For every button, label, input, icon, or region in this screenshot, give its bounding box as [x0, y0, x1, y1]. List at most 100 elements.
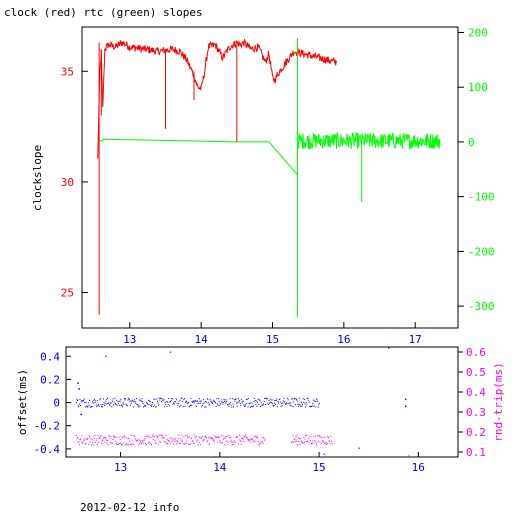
- bottom-chart-frame: [65, 346, 459, 458]
- bottom-series-point: [293, 401, 295, 403]
- bottom-series-point: [90, 444, 92, 446]
- bottom-series-point: [316, 444, 318, 446]
- bottom-series-point: [157, 402, 159, 404]
- bottom-series-point: [113, 436, 115, 438]
- top-xtick-label: 13: [123, 333, 136, 346]
- bottom-series-point: [237, 436, 239, 438]
- bottom-series-point: [287, 397, 289, 399]
- bottom-series-point: [302, 403, 304, 405]
- bottom-series-point: [132, 442, 134, 444]
- bottom-series-point: [149, 436, 151, 438]
- bottom-series-point: [187, 402, 189, 404]
- bottom-series-point: [269, 402, 271, 404]
- bottom-series-point: [230, 402, 232, 403]
- bottom-series-point: [221, 401, 223, 403]
- top-chart-plot: 13 14 15 16 17 25 30 35 -300 -200 -100 0 100 200: [61, 26, 495, 346]
- bottom-series-point: [166, 406, 168, 407]
- bottom-series-point: [215, 436, 217, 438]
- bottom-y2tick-label: 0.3: [466, 406, 486, 419]
- bottom-series-point: [194, 442, 196, 444]
- bottom-series-point: [117, 403, 119, 405]
- bottom-series-point: [159, 441, 161, 443]
- bottom-series-point: [308, 442, 310, 444]
- bottom-series-point: [155, 442, 157, 444]
- bottom-series-point: [202, 403, 204, 405]
- top-y2tick-label: 0: [468, 136, 475, 149]
- bottom-series-point: [317, 406, 319, 408]
- bottom-series-point: [149, 401, 151, 403]
- bottom-series-point: [298, 441, 300, 442]
- bottom-series-point: [239, 400, 241, 402]
- bottom-series-point: [152, 439, 154, 441]
- bottom-series-point: [89, 441, 91, 443]
- figure-title: clock (red) rtc (green) slopes: [4, 6, 203, 19]
- bottom-series-point: [255, 435, 257, 437]
- bottom-series-point: [158, 443, 160, 445]
- bottom-series-point: [183, 436, 185, 438]
- bottom-series-point: [226, 399, 228, 401]
- bottom-series-point: [213, 401, 215, 403]
- bottom-series-point: [291, 442, 293, 443]
- bottom-series-point: [161, 401, 163, 403]
- bottom-series-point: [318, 435, 320, 437]
- bottom-series-point: [75, 402, 77, 403]
- bottom-series-point: [229, 440, 231, 442]
- bottom-series-point: [143, 406, 145, 408]
- bottom-series-point: [84, 437, 86, 439]
- bottom-series-point: [140, 400, 142, 402]
- bottom-series-point: [122, 406, 124, 408]
- bottom-series-point: [82, 400, 84, 402]
- bottom-series-point: [186, 435, 188, 437]
- bottom-series-point: [312, 440, 314, 442]
- bottom-series-point: [248, 438, 250, 440]
- bottom-series-point: [167, 439, 169, 441]
- bottom-series-point: [162, 437, 164, 438]
- bottom-series-point: [96, 443, 98, 445]
- bottom-series-point: [260, 441, 262, 443]
- bottom-series-point: [201, 437, 203, 439]
- bottom-series-point: [329, 443, 331, 445]
- bottom-series-point: [203, 402, 205, 404]
- bottom-series-point: [177, 403, 179, 405]
- bottom-series-point: [117, 443, 119, 445]
- bottom-series-point: [210, 438, 212, 440]
- bottom-series-point: [111, 406, 113, 408]
- bottom-series-point: [255, 404, 257, 406]
- bottom-series-point: [154, 398, 156, 400]
- bottom-series-point: [168, 405, 170, 407]
- bottom-series-point: [127, 438, 129, 440]
- bottom-series-point: [209, 437, 211, 439]
- bottom-series-point: [314, 400, 316, 402]
- bottom-series-point: [215, 406, 217, 407]
- bottom-series-point: [251, 405, 253, 407]
- bottom-series-point: [160, 397, 162, 399]
- bottom-series-point: [198, 402, 200, 404]
- bottom-series-outlier: [358, 447, 360, 449]
- bottom-series-point: [295, 398, 297, 400]
- bottom-series-point: [241, 437, 243, 439]
- bottom-series-point: [266, 398, 268, 400]
- bottom-series-point: [89, 399, 91, 401]
- bottom-series-point: [210, 400, 212, 402]
- bottom-series-point: [247, 406, 249, 408]
- bottom-series-point: [101, 440, 103, 442]
- bottom-series-point: [297, 436, 299, 438]
- bottom-series-point: [173, 438, 175, 440]
- bottom-series-point: [135, 440, 137, 442]
- bottom-series-point: [284, 403, 286, 405]
- bottom-series-point: [198, 442, 200, 444]
- bottom-series-point: [296, 400, 298, 402]
- bottom-series-point: [94, 434, 96, 436]
- bottom-series-point: [142, 403, 144, 404]
- bottom-series-point: [294, 398, 296, 400]
- bottom-series-point: [231, 444, 233, 446]
- bottom-series-point: [103, 441, 105, 443]
- bottom-series-point: [193, 434, 195, 436]
- bottom-series-point: [300, 440, 302, 442]
- bottom-series-point: [310, 406, 312, 408]
- bottom-series-point: [251, 403, 253, 405]
- bottom-series-point: [252, 406, 254, 408]
- bottom-series-point: [298, 404, 300, 406]
- bottom-series-point: [88, 404, 90, 406]
- bottom-series-point: [176, 402, 178, 404]
